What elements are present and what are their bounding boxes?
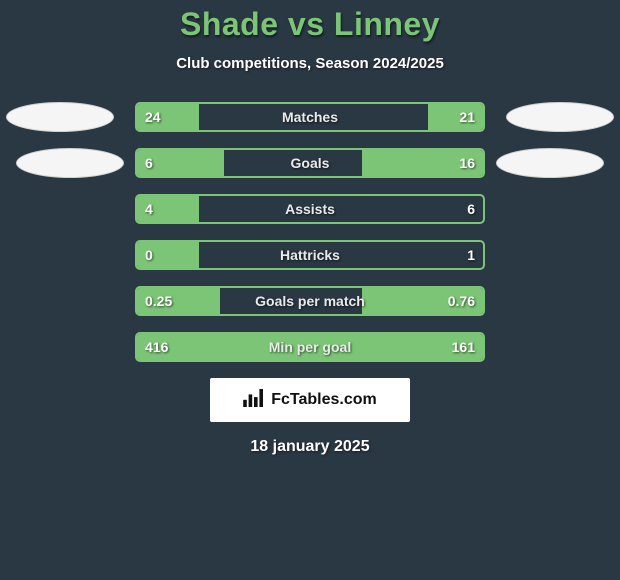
player-right-name: Linney — [334, 6, 440, 42]
stat-label: Hattricks — [135, 240, 485, 270]
subtitle: Club competitions, Season 2024/2025 — [0, 55, 620, 72]
stat-value-right: 21 — [459, 102, 475, 132]
brand-text: FcTables.com — [271, 391, 377, 409]
stat-label: Goals per match — [135, 286, 485, 316]
player-right-avatar-placeholder — [506, 102, 614, 132]
stat-row: 416Min per goal161 — [135, 332, 485, 362]
stats-block: 24Matches216Goals164Assists60Hattricks10… — [0, 102, 620, 362]
player-left-avatar-placeholder — [6, 102, 114, 132]
stat-label: Assists — [135, 194, 485, 224]
stat-value-right: 6 — [467, 194, 475, 224]
stat-row: 24Matches21 — [135, 102, 485, 132]
brand-badge: FcTables.com — [210, 378, 410, 422]
stat-value-right: 16 — [459, 148, 475, 178]
stat-row: 4Assists6 — [135, 194, 485, 224]
player-left-avatar-placeholder — [16, 148, 124, 178]
vs-label: vs — [288, 6, 325, 42]
comparison-card: Shade vs Linney Club competitions, Seaso… — [0, 0, 620, 580]
player-left-name: Shade — [180, 6, 279, 42]
stat-value-right: 161 — [452, 332, 475, 362]
stat-label: Goals — [135, 148, 485, 178]
stat-row: 0.25Goals per match0.76 — [135, 286, 485, 316]
stat-value-right: 1 — [467, 240, 475, 270]
stat-row: 0Hattricks1 — [135, 240, 485, 270]
stat-label: Matches — [135, 102, 485, 132]
stat-row: 6Goals16 — [135, 148, 485, 178]
footer-date: 18 january 2025 — [0, 438, 620, 456]
stat-value-right: 0.76 — [448, 286, 475, 316]
page-title: Shade vs Linney — [0, 6, 620, 43]
bar-chart-icon — [243, 389, 265, 412]
player-right-avatar-placeholder — [496, 148, 604, 178]
stat-label: Min per goal — [135, 332, 485, 362]
